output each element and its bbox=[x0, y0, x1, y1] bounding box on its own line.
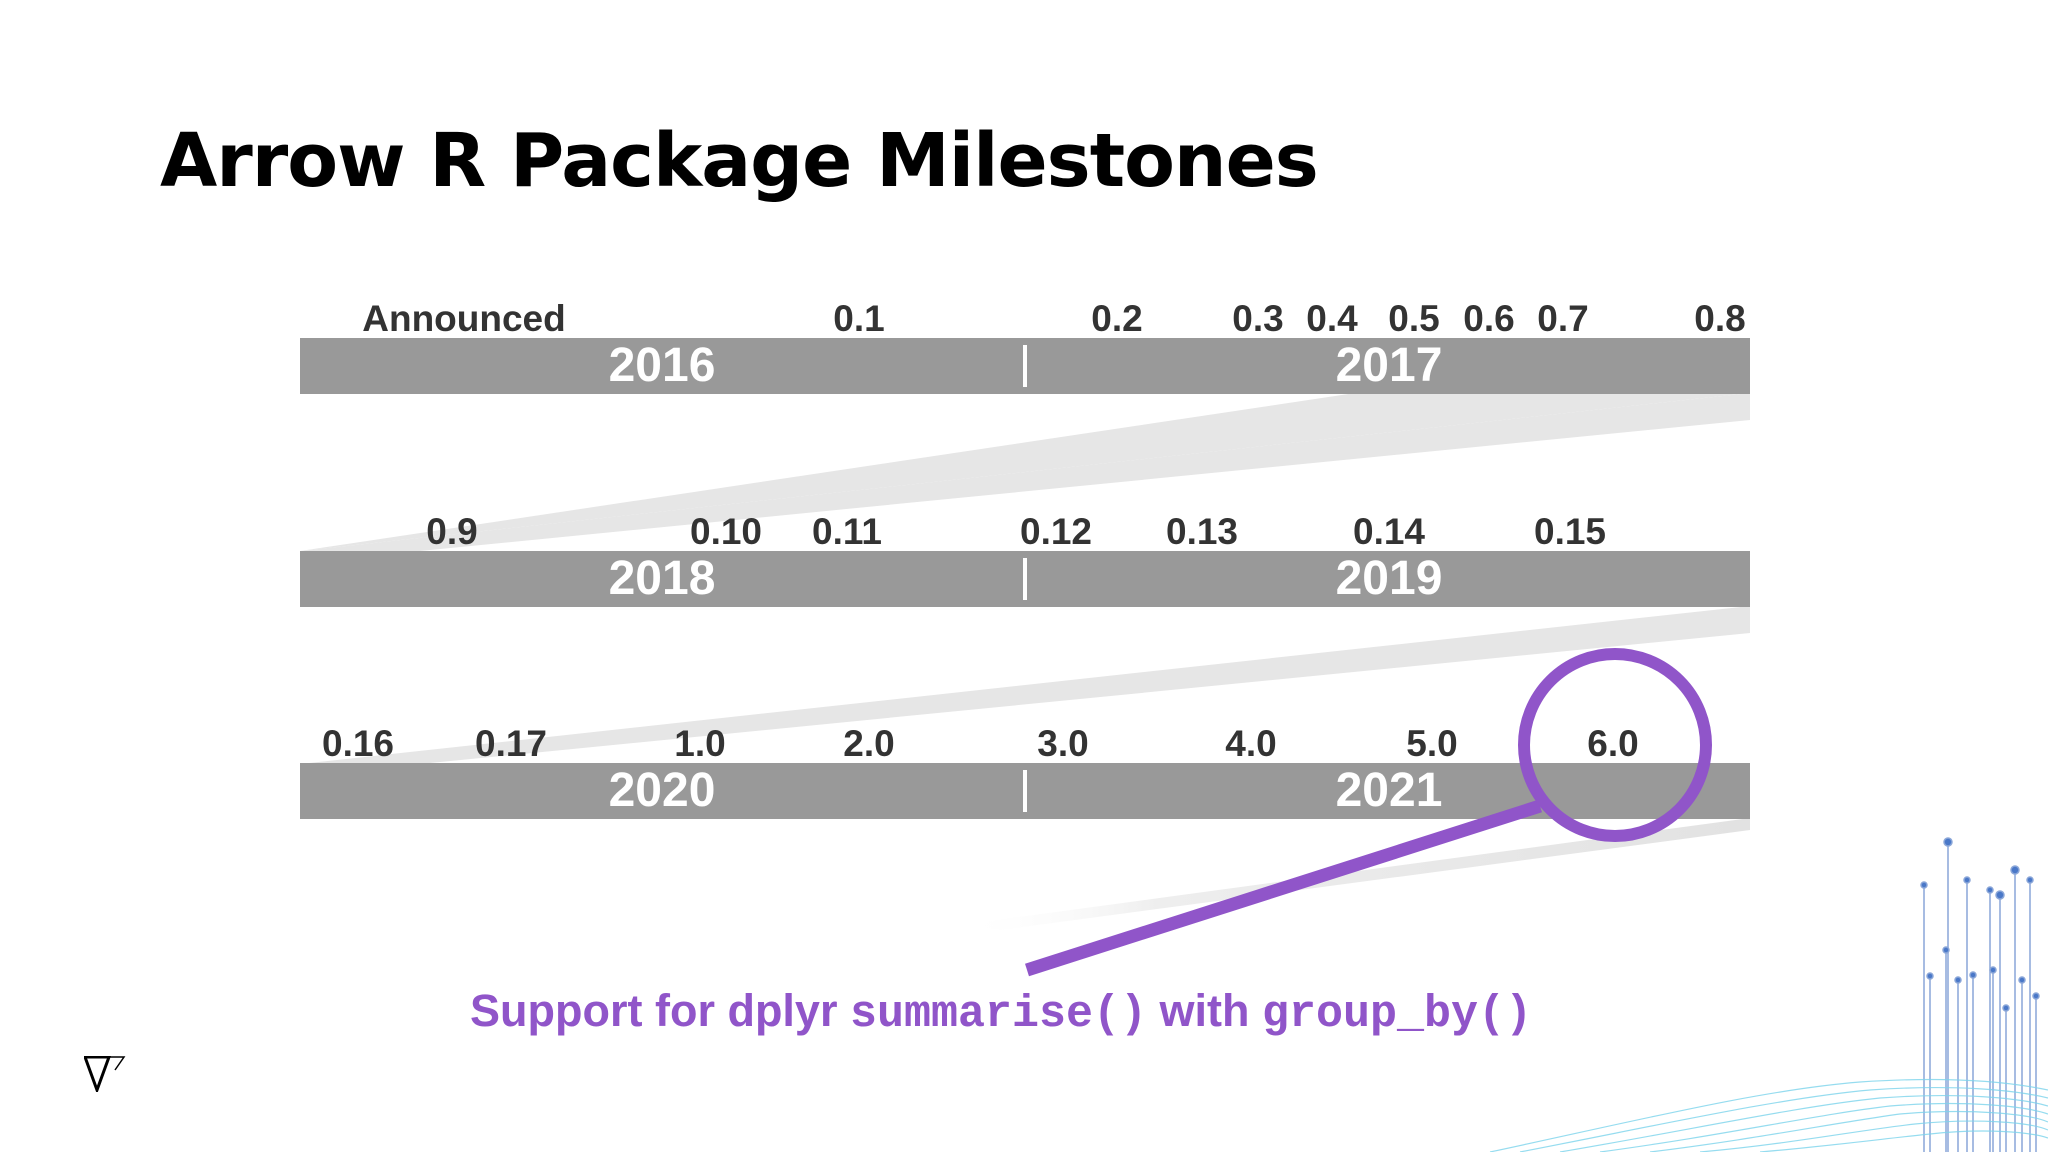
magnifier-handle bbox=[1025, 799, 1542, 977]
year-divider bbox=[1023, 558, 1027, 600]
year-divider bbox=[1023, 770, 1027, 812]
version-label: 0.6 bbox=[1463, 298, 1515, 339]
version-label: 0.12 bbox=[1019, 511, 1093, 552]
version-label-highlighted: 6.0 bbox=[1587, 723, 1639, 764]
version-label: Announced bbox=[362, 298, 566, 339]
year-label: 2021 bbox=[1335, 764, 1443, 817]
caption-text: Support for dplyr bbox=[470, 985, 850, 1036]
version-label: 0.8 bbox=[1694, 298, 1746, 339]
version-label: 0.10 bbox=[689, 511, 763, 552]
version-label: 0.13 bbox=[1165, 511, 1239, 552]
version-label: 0.15 bbox=[1533, 511, 1607, 552]
version-label: 2.0 bbox=[843, 723, 895, 764]
version-label: 5.0 bbox=[1406, 723, 1458, 764]
page-title: Arrow R Package Milestones bbox=[160, 118, 1319, 204]
version-label: 0.2 bbox=[1091, 298, 1143, 339]
version-label: 0.14 bbox=[1352, 511, 1426, 552]
year-label: 2016 bbox=[608, 339, 716, 392]
version-label: 0.16 bbox=[321, 723, 395, 764]
connector-band-3 bbox=[960, 818, 1750, 930]
caption-code: group_by() bbox=[1262, 989, 1533, 1040]
year-label: 2018 bbox=[608, 552, 716, 605]
magnifier-ring-icon bbox=[1518, 648, 1712, 842]
version-label: 1.0 bbox=[674, 723, 726, 764]
brand-logo-icon bbox=[84, 1056, 126, 1092]
year-label: 2020 bbox=[608, 764, 716, 817]
year-bar: 2018 2019 bbox=[300, 551, 1750, 607]
version-label: 0.9 bbox=[426, 511, 478, 552]
version-label: 0.1 bbox=[833, 298, 885, 339]
year-label: 2017 bbox=[1335, 339, 1443, 392]
milestone-caption: Support for dplyr summarise() with group… bbox=[470, 985, 1532, 1040]
version-label: 0.5 bbox=[1388, 298, 1440, 339]
version-label: 0.4 bbox=[1306, 298, 1358, 339]
version-label: 4.0 bbox=[1225, 723, 1277, 764]
version-label: 0.11 bbox=[812, 511, 882, 552]
year-label: 2019 bbox=[1335, 552, 1443, 605]
version-label: 0.3 bbox=[1232, 298, 1284, 339]
version-label: 0.17 bbox=[474, 723, 548, 764]
version-label: 3.0 bbox=[1037, 723, 1089, 764]
connector-band-2 bbox=[300, 606, 1750, 764]
connector-band-1-fill bbox=[300, 393, 1750, 551]
caption-code: summarise() bbox=[849, 989, 1148, 1040]
caption-text: with bbox=[1147, 985, 1263, 1036]
year-bar: 2016 2017 bbox=[300, 338, 1750, 394]
version-label: 0.7 bbox=[1537, 298, 1589, 339]
year-divider bbox=[1023, 345, 1027, 387]
